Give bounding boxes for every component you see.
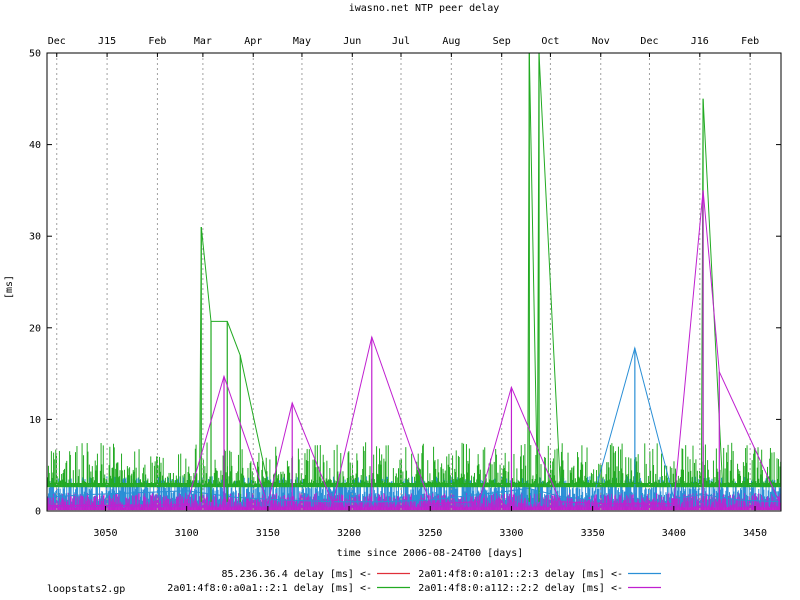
x-tick-label: 3150: [256, 528, 280, 539]
plot-frame: [46, 52, 782, 512]
series-layer: [46, 52, 782, 506]
month-label: Nov: [592, 36, 610, 47]
legend: 85.236.36.4 delay [ms] <- 2a01:4f8:0:a101…: [167, 569, 661, 594]
month-label: May: [293, 36, 311, 47]
x-tick-label: 3400: [662, 528, 686, 539]
month-label: J15: [98, 36, 116, 47]
grid-lines: [56, 53, 751, 511]
month-label: Feb: [148, 36, 166, 47]
y-tick-label: 0: [35, 507, 41, 518]
x-tick-label: 3050: [93, 528, 117, 539]
legend-label: 85.236.36.4 delay [ms] <-: [221, 569, 372, 580]
x-tick-label: 3100: [175, 528, 199, 539]
month-label: Feb: [741, 36, 759, 47]
legend-label: 2a01:4f8:0:a101::2:3 delay [ms] <-: [418, 569, 623, 580]
month-label: Apr: [244, 36, 262, 47]
x-axis-label: time since 2006-08-24T00 [days]: [337, 548, 524, 559]
month-label: Oct: [541, 36, 559, 47]
y-tick-label: 40: [29, 140, 41, 151]
x-tick-label: 3250: [418, 528, 442, 539]
month-label: Sep: [493, 36, 511, 47]
x-tick-label: 3350: [581, 528, 605, 539]
month-label: Jul: [392, 36, 410, 47]
series-line-2: [47, 52, 781, 484]
chart-title: iwasno.net NTP peer delay: [349, 3, 500, 14]
series-line-3: [47, 190, 782, 506]
month-label: Aug: [442, 36, 460, 47]
x-tick-label: 3300: [499, 528, 523, 539]
footer-label: loopstats2.gp: [47, 584, 126, 595]
legend-label: 2a01:4f8:0:a0a1::2:1 delay [ms] <-: [167, 583, 372, 594]
y-tick-label: 20: [29, 323, 41, 334]
x-tick-label: 3450: [743, 528, 767, 539]
month-label: J16: [691, 36, 709, 47]
x-tick-label: 3200: [337, 528, 361, 539]
legend-label: 2a01:4f8:0:a112::2:2 delay [ms] <-: [418, 583, 623, 594]
y-tick-label: 50: [29, 49, 41, 60]
axis-labels: Dec J15 Feb Mar Apr May Jun Jul Aug Sep Oct Nov Dec J…: [4, 3, 767, 559]
series-line-1: [46, 346, 782, 503]
month-label: Jun: [343, 36, 361, 47]
axes: [46, 52, 782, 512]
y-axis-label: [ms]: [4, 275, 15, 299]
y-tick-label: 10: [29, 415, 41, 426]
month-label: Mar: [194, 36, 212, 47]
month-label: Dec: [640, 36, 658, 47]
month-label: Dec: [48, 36, 66, 47]
y-tick-label: 30: [29, 232, 41, 243]
